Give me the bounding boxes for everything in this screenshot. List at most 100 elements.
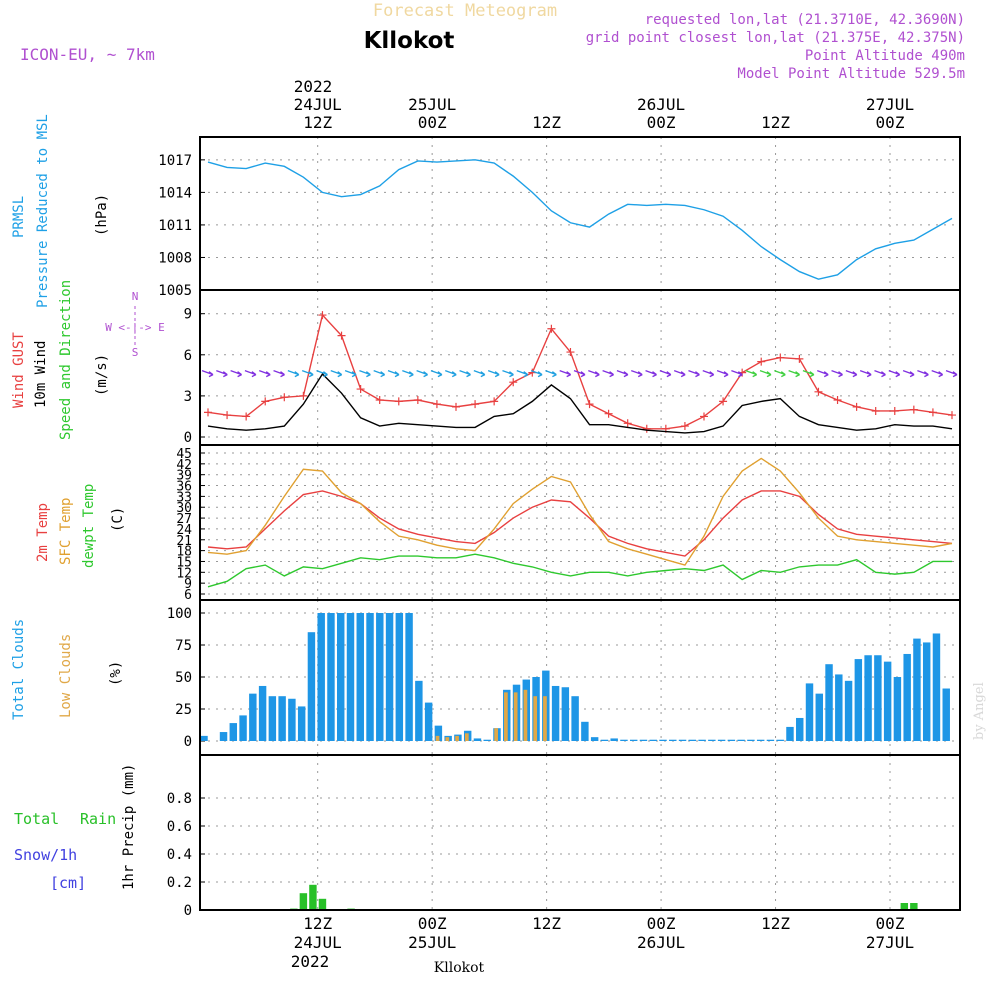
- wind-arrow: [616, 369, 629, 378]
- wind-arrow: [216, 369, 228, 378]
- precip-ytick-label: 0.6: [167, 819, 192, 835]
- wind-arrow: [387, 369, 400, 378]
- total-cloud-bar: [356, 613, 364, 741]
- temp2m-label: 2m Temp: [35, 503, 51, 562]
- wind-arrow: [902, 369, 915, 378]
- wind-arrow: [545, 369, 557, 378]
- wind-arrow: [416, 369, 429, 378]
- rain-bar: [318, 898, 327, 910]
- wind-arrow: [688, 369, 700, 378]
- gust-marker: [547, 324, 556, 333]
- temp-ytick-label: 15: [176, 555, 192, 570]
- total-cloud-bar: [581, 721, 589, 741]
- total-cloud-bar: [796, 717, 804, 741]
- top-date-label: 24JUL: [294, 95, 342, 114]
- wind-arrow: [602, 369, 615, 378]
- gust-marker: [642, 424, 651, 433]
- gust-marker: [337, 331, 346, 340]
- snow-label: Snow/1h: [14, 846, 77, 864]
- temp-unit-label: (C): [110, 507, 126, 532]
- dew-label: dewpt Temp: [81, 484, 97, 568]
- total-cloud-bar: [835, 674, 843, 741]
- low-cloud-bar: [543, 696, 547, 741]
- total-cloud-bar: [610, 738, 618, 741]
- compass-n: N: [132, 290, 139, 303]
- rain-bar: [900, 903, 909, 910]
- low-cloud-bar: [494, 728, 498, 741]
- cloud-labels: Total Clouds Low Clouds (%) by Angel: [11, 619, 987, 740]
- wind-arrow: [273, 369, 285, 378]
- wind-unit-label: (m/s): [94, 354, 110, 396]
- total-cloud-bar: [737, 739, 745, 741]
- temp-series-line: [207, 457, 953, 566]
- temp-ytick-label: 33: [176, 490, 192, 505]
- total-cloud-bar: [776, 739, 784, 741]
- total-cloud-bar: [805, 683, 814, 741]
- wind-arrow: [588, 369, 600, 378]
- total-cloud-bar: [297, 706, 306, 741]
- wind-arrow: [645, 369, 657, 378]
- rain-bar: [299, 893, 308, 910]
- temp-ytick-label: 21: [176, 534, 192, 549]
- gust-marker: [928, 408, 937, 417]
- gust-marker: [871, 406, 880, 415]
- total-cloud-bar: [678, 739, 687, 741]
- speed-dir-label: Speed and Direction: [58, 280, 74, 440]
- total-cloud-bar: [551, 685, 560, 741]
- precip-ytick-label: 0: [184, 903, 192, 919]
- wind-arrow: [631, 369, 643, 378]
- gust-marker: [432, 400, 441, 409]
- cloud-ytick-label: 25: [175, 702, 192, 718]
- wind-arrow: [917, 369, 929, 378]
- wind-arrow: [259, 369, 271, 378]
- sfc-label: SFC Temp: [58, 498, 74, 565]
- total-cloud-bar: [473, 738, 482, 741]
- wind-arrow: [230, 369, 243, 378]
- total-cloud-bar: [893, 677, 902, 741]
- temp-ytick-label: 42: [176, 458, 192, 473]
- wind-arrow: [673, 369, 686, 378]
- total-cloud-bar: [590, 737, 599, 741]
- point-altitude: Point Altitude 490m: [805, 48, 965, 64]
- compass-s: S: [132, 346, 139, 359]
- gust-marker: [471, 400, 480, 409]
- gust-marker: [623, 419, 632, 428]
- temp-ytick-label: 45: [176, 447, 192, 462]
- rain-bar: [309, 884, 317, 910]
- wind-arrow: [487, 369, 500, 378]
- wind-arrow: [359, 369, 371, 378]
- bottom-time-label: 00Z: [876, 914, 905, 933]
- precip-frame: [199, 754, 961, 911]
- total-cloud-bar: [639, 739, 648, 741]
- total-cloud-bar: [317, 613, 325, 741]
- gust-marker: [795, 354, 804, 363]
- pressure-ytick-label: 1008: [158, 250, 192, 266]
- total-cloud-bar: [874, 655, 882, 741]
- pressure-desc-label: Pressure Reduced to MSL: [35, 114, 51, 308]
- total-cloud-bar: [229, 723, 238, 741]
- precip-ytick-label: 0.4: [167, 847, 192, 863]
- wind-arrow: [459, 369, 471, 378]
- temp-ytick-label: 9: [184, 577, 192, 592]
- total-cloud-bar: [942, 688, 950, 741]
- wind-panel: 0 3 6 9: [184, 289, 961, 446]
- pressure-labels: PRMSL Pressure Reduced to MSL (hPa): [11, 114, 110, 308]
- compass-we: W <-|-> E: [105, 321, 165, 334]
- cloud-ytick-label: 75: [175, 638, 192, 654]
- total-cloud-bar: [571, 696, 579, 741]
- total-cloud-bar: [688, 739, 697, 741]
- total-cloud-bar: [200, 735, 208, 741]
- wind-series-line: [207, 372, 953, 434]
- total-cloud-bar: [727, 739, 736, 741]
- wind-arrow: [430, 369, 443, 378]
- cloud-panel: 0 25 50 75 100: [167, 599, 961, 756]
- total-cloud-bar: [913, 638, 921, 741]
- temp-ytick-label: 6: [184, 588, 192, 603]
- gust-marker: [680, 422, 689, 431]
- wind-arrow: [831, 369, 843, 378]
- top-time-label: 00Z: [876, 113, 905, 132]
- total-cloud-bar: [415, 680, 423, 741]
- wind-arrow: [344, 369, 357, 378]
